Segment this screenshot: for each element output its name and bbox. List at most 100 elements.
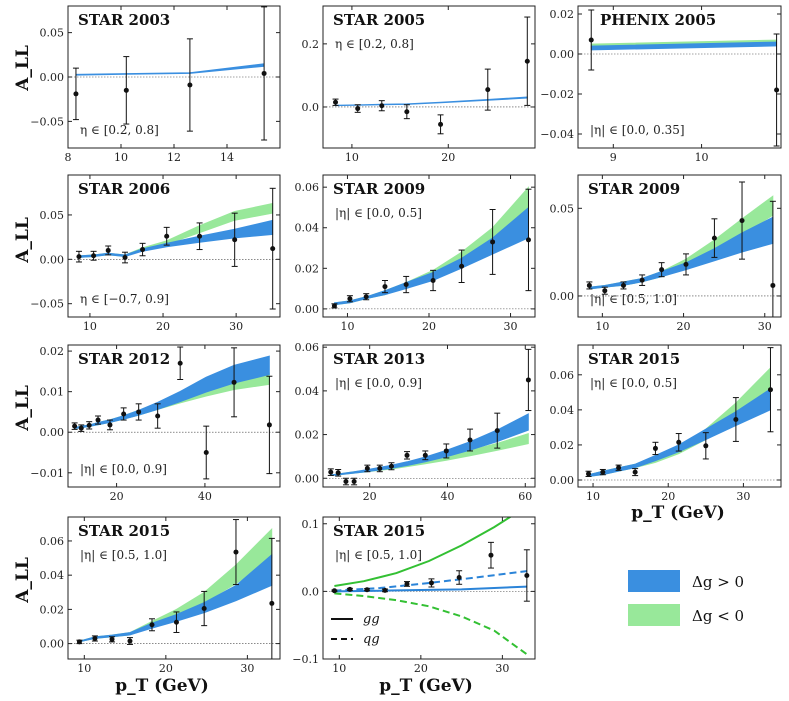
marker [683,261,689,267]
y-tick-label: 0.05 [550,202,575,215]
data-point [196,222,203,251]
panel-8: 20 40 60 0.00 0.02 0.04 0.06 STAR 2013 |η| ∈ [0.… [295,341,536,503]
data-point [586,281,593,290]
marker [703,443,709,449]
line-style-legend: gg qg [331,612,380,647]
marker [328,469,334,475]
marker [164,233,170,239]
marker [232,237,238,243]
data-point [443,443,450,459]
data-point [342,477,349,486]
y-tick-label: 0.1 [302,518,320,531]
plot-area [323,186,535,310]
x-tick-label: 10 [340,320,354,333]
panel-title: STAR 2015 [78,522,170,540]
y-tick-label: 0.04 [550,404,575,417]
plot-area [578,9,781,147]
marker [524,58,530,64]
y-tick-label: 0.0 [302,101,320,114]
data-point [120,407,127,421]
data-point [90,250,97,261]
marker [525,237,531,243]
data-point [403,581,410,587]
data-point [177,346,184,380]
x-tick-label: 40 [440,490,454,503]
y-tick-label: 0.00 [40,638,65,651]
marker [428,580,434,586]
y-tick-label: 0.00 [295,303,320,316]
panel-eta-range: |η| ∈ [0.0, 0.9] [335,376,422,390]
data-point [739,181,746,260]
marker [140,247,146,253]
panel-frame [322,5,536,149]
panel-6: 10 20 30 0.00 0.05 STAR 2009 |η| ∈ [0.5, 1.0] [550,174,782,333]
marker [343,479,349,485]
marker [739,218,745,224]
marker [86,422,92,428]
marker [331,588,337,594]
data-point [732,397,739,442]
y-tick-label: 0.00 [40,253,65,266]
panel-eta-range: |η| ∈ [0.5, 1.0] [590,292,677,306]
marker [177,360,183,366]
data-point [122,251,129,264]
y-tick-label: 0.02 [550,439,575,452]
marker [331,303,337,309]
data-point [769,200,776,317]
data-point [186,38,193,132]
ylabel-row4: A_LL [13,557,33,604]
panel-2: 10 20 0.0 0.2 STAR 2005 η ∈ [0.2, 0.8] [302,5,536,164]
x-tick-label: 20 [441,151,455,164]
x-tick-label: 20 [363,490,377,503]
panel-frame [577,174,782,318]
band-dg-positive [335,96,528,107]
data-point [351,477,358,486]
marker [774,87,780,93]
marker [632,469,638,475]
panel-9: 10 20 30 0.00 0.02 0.04 0.06 STAR 2015 |η| ∈ [0.… [550,344,782,503]
data-point [494,412,501,449]
y-tick-label: 0.06 [295,341,320,354]
panel-7: 20 40 −0.01 0.00 0.01 0.02 STAR 2012 |η| ∈ [0.0… [30,344,281,503]
data-point [620,281,627,290]
marker [231,379,237,385]
marker [490,239,496,245]
panel-eta-range: |η| ∈ [0.5, 1.0] [335,548,422,562]
y-tick-label: 0.02 [295,429,320,442]
x-tick-label: 10 [114,151,128,164]
marker [72,423,78,429]
data-point [524,16,531,106]
marker [676,439,682,445]
y-tick-label: −0.02 [540,88,574,101]
x-tick-label: 30 [758,320,772,333]
data-point [364,464,371,473]
panel-eta-range: η ∈ [0.2, 0.8] [335,37,414,51]
marker [588,37,594,43]
data-point [75,250,82,263]
marker [379,103,385,109]
data-point [422,450,429,461]
marker [586,282,592,288]
y-tick-label: 0.0 [302,585,320,598]
panel-frame [577,5,782,149]
marker [652,445,658,451]
marker [105,247,111,253]
marker [122,255,128,261]
y-tick-label: 0.01 [40,386,65,399]
y-tick-label: 0.06 [550,369,575,382]
panel-frame [322,344,536,488]
marker [136,409,142,415]
data-point [652,441,659,456]
plot-area [323,16,535,135]
data-point [599,468,606,476]
marker [525,377,531,383]
marker [524,572,530,578]
y-tick-label: 0.02 [550,8,575,21]
x-tick-label: 10 [345,151,359,164]
panel-10: 10 20 30 0.00 0.02 0.04 0.06 STAR 2015 |η| ∈ [0.… [40,516,281,675]
data-point [95,415,102,425]
marker [201,606,207,612]
marker [363,294,369,300]
x-tick-label: 10 [83,320,97,333]
